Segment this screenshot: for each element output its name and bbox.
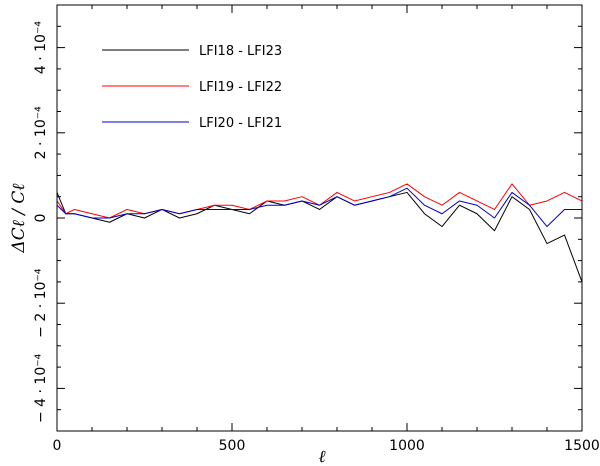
x-tick-label: 1000 xyxy=(389,438,425,454)
x-tick-label: 500 xyxy=(219,438,246,454)
legend-label-lfi19-lfi22: LFI19 - LFI22 xyxy=(199,80,282,95)
x-axis-label: ℓ xyxy=(318,447,325,466)
legend-label-lfi20-lfi21: LFI20 - LFI21 xyxy=(199,116,282,131)
y-tick-label: − 2 · 10⁻⁴ xyxy=(33,268,49,338)
labels-layer: 0 500 1000 1500 4 · 10⁻⁴ 2 · 10⁻⁴ 0 − 2 · 10⁻⁴ −… xyxy=(33,21,600,454)
series-line-lfi18-lfi23 xyxy=(56,191,583,283)
legend: LFI18 - LFI23 LFI19 - LFI22 LFI20 - LFI2… xyxy=(102,44,282,131)
series-layer xyxy=(56,183,583,283)
y-tick-label: 4 · 10⁻⁴ xyxy=(33,21,49,74)
x-tick-label: 1500 xyxy=(564,438,600,454)
y-tick-label: 0 xyxy=(33,214,49,223)
series-line-lfi19-lfi22 xyxy=(56,183,583,219)
ticks-layer xyxy=(56,4,583,432)
y-tick-label: 2 · 10⁻⁴ xyxy=(33,106,49,159)
series-line-lfi20-lfi21 xyxy=(56,187,582,228)
x-tick-label: 0 xyxy=(53,438,62,454)
y-axis-label: ΔCℓ / Cℓ xyxy=(9,184,29,254)
plot-frame xyxy=(56,4,583,432)
legend-label-lfi18-lfi23: LFI18 - LFI23 xyxy=(199,44,282,59)
y-tick-label: − 4 · 10⁻⁴ xyxy=(33,353,49,423)
